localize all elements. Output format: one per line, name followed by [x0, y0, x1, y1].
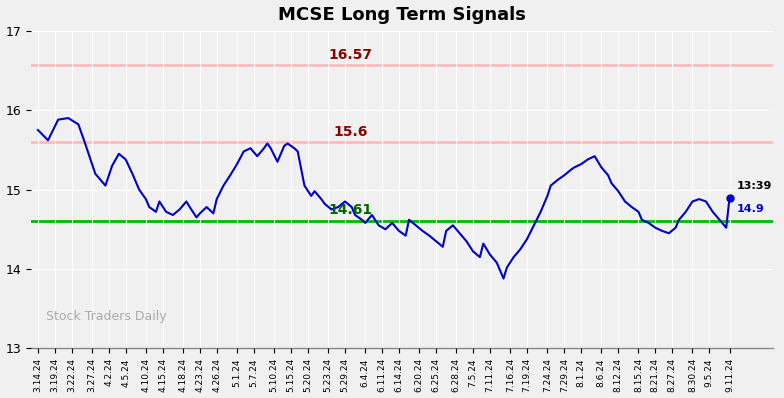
- Text: 16.57: 16.57: [328, 48, 372, 62]
- Text: 13:39: 13:39: [736, 181, 771, 191]
- Text: 14.61: 14.61: [328, 203, 372, 217]
- Text: Stock Traders Daily: Stock Traders Daily: [46, 310, 167, 323]
- Title: MCSE Long Term Signals: MCSE Long Term Signals: [278, 6, 526, 23]
- Text: 15.6: 15.6: [333, 125, 368, 139]
- Text: 14.9: 14.9: [736, 204, 764, 214]
